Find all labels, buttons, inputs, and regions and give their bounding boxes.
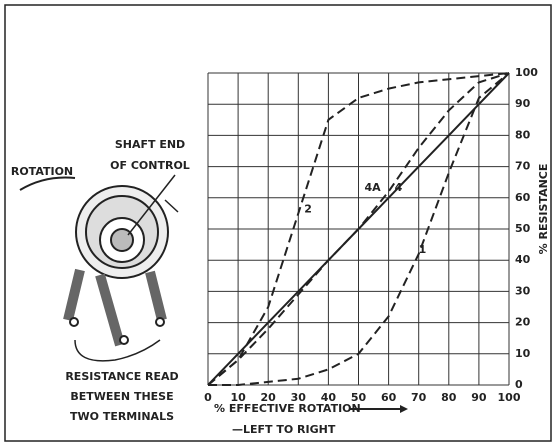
curve-label: 2 [304, 203, 312, 216]
callout: BETWEEN THESE [70, 390, 173, 403]
y-tick-label: 60 [515, 191, 531, 204]
y-axis-label: % RESISTANCE [537, 164, 550, 255]
figure: SHAFT END OF CONTROL ROTATION RESISTANCE… [0, 0, 558, 447]
curve-label: 4A [365, 181, 382, 194]
x-tick-label: 70 [411, 391, 427, 404]
x-tick-label: 80 [441, 391, 457, 404]
x-axis-label: —LEFT TO RIGHT [232, 423, 336, 436]
y-tick-label: 70 [515, 160, 531, 173]
potentiometer-drawing [20, 175, 178, 361]
y-tick-label: 10 [515, 347, 531, 360]
callout: SHAFT END [115, 138, 185, 151]
x-tick-label: 60 [381, 391, 397, 404]
callout: TWO TERMINALS [70, 410, 174, 423]
x-tick-label: 0 [204, 391, 212, 404]
y-tick-label: 90 [515, 97, 531, 110]
y-tick-label: 50 [515, 222, 531, 235]
curve-label: 1 [419, 243, 427, 256]
y-tick-label: 30 [515, 284, 531, 297]
callout: RESISTANCE READ [65, 370, 178, 383]
y-tick-label: 0 [515, 378, 523, 391]
x-tick-label: 90 [471, 391, 487, 404]
y-tick-label: 40 [515, 253, 531, 266]
curve-label: 4 [395, 181, 403, 194]
x-tick-label: 100 [498, 391, 521, 404]
y-tick-label: 20 [515, 316, 531, 329]
callout: ROTATION [11, 165, 73, 178]
arrow-head [400, 405, 408, 413]
x-axis-label: % EFFECTIVE ROTATION [214, 402, 361, 415]
callout: OF CONTROL [110, 159, 190, 172]
y-tick-label: 80 [515, 128, 531, 141]
y-tick-label: 100 [515, 66, 538, 79]
